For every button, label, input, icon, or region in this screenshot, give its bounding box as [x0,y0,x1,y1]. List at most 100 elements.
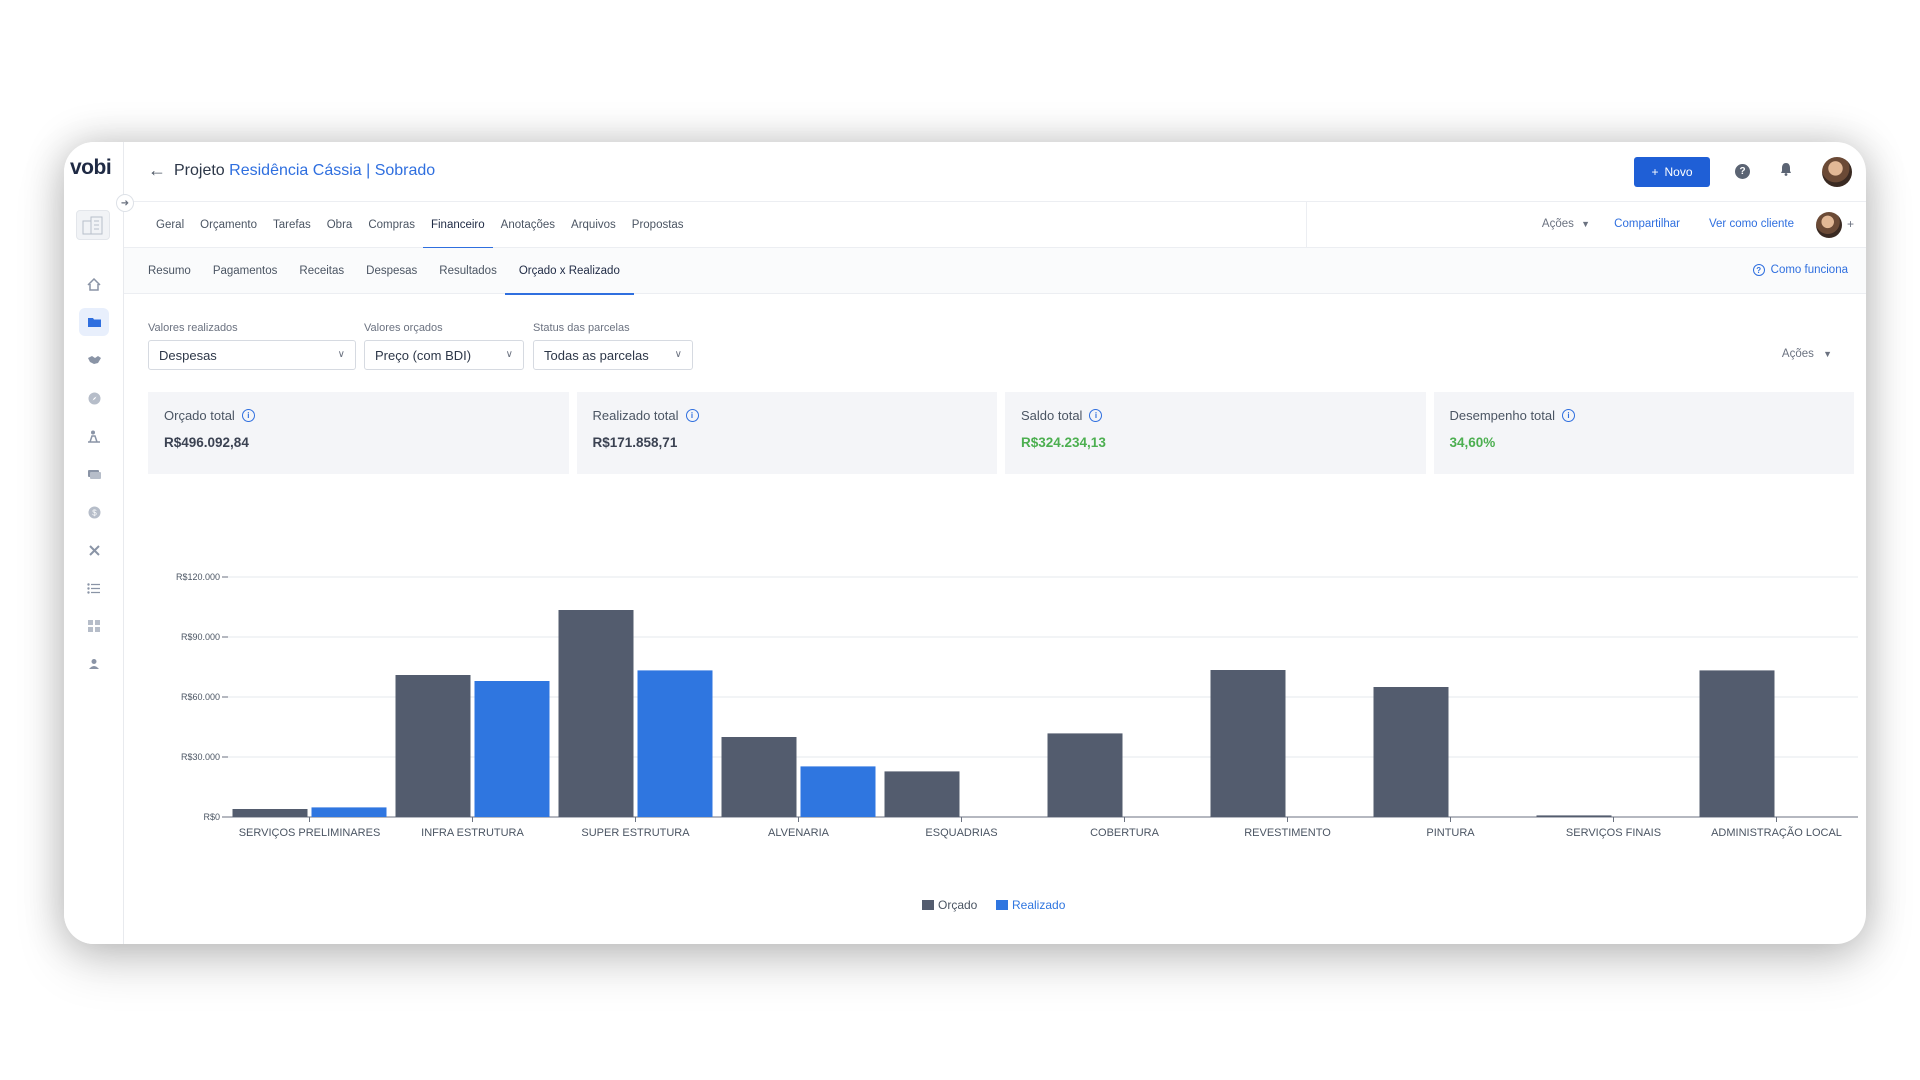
grid-icon[interactable] [79,612,109,640]
tab-orcamento[interactable]: Orçamento [200,219,258,231]
info-icon[interactable]: i [685,409,699,422]
bar-orcado [1536,815,1612,817]
project-name-link[interactable]: Residência Cássia | Sobrado [229,162,436,179]
status-select[interactable]: Todas as parcelas ∨ [533,340,693,370]
new-button-label: Novo [1664,165,1693,179]
subtab-pagamentos[interactable]: Pagamentos [212,265,278,277]
subtab-resultados[interactable]: Resultados [439,265,497,277]
tab-geral[interactable]: Geral [156,219,185,231]
bar-orcado [558,610,634,817]
summary-card-title: Realizado total [592,408,679,423]
bar-orcado [1210,670,1286,817]
tab-tarefas[interactable]: Tarefas [273,219,311,231]
x-tick-label: SERVIÇOS PRELIMINARES [239,827,381,839]
project-thumbnail[interactable] [76,210,110,240]
actions-dropdown[interactable]: Ações ▼ [1542,218,1590,230]
filter-status-label: Status das parcelas [533,322,630,334]
handshake-icon[interactable] [79,346,109,374]
bar-chart: R$0 R$30.000 R$60.000 R$90.000 R$120.000 SERV… [176,572,1858,912]
user-avatar[interactable] [1822,157,1852,187]
status-select-value: Todas as parcelas [544,347,649,363]
x-tick-label: SERVIÇOS FINAIS [1566,827,1661,839]
building-icon [82,216,103,235]
x-tick-label: COBERTURA [1090,827,1160,839]
bar-realizado [800,766,876,817]
client-avatar[interactable] [1816,212,1842,238]
main-tabs: Geral Orçamento Tarefas Obra Compras Financei… [148,202,692,249]
summary-card-value: 34,60% [1449,435,1496,450]
new-button[interactable]: + Novo [1634,157,1710,187]
summary-card-title: Orçado total [164,408,235,423]
tab-anotacoes[interactable]: Anotações [500,219,556,231]
bar-orcado [395,675,471,817]
info-icon[interactable]: i [1089,409,1103,422]
coin-icon[interactable]: $ [79,498,109,526]
legend-label: Realizado [1012,898,1066,912]
tab-arquivos[interactable]: Arquivos [571,219,616,231]
summary-card-label: Realizado total i [593,408,982,423]
info-icon[interactable]: i [241,409,255,422]
compass-icon[interactable] [79,384,109,412]
sidebar-nav: $ [64,270,124,688]
tab-propostas[interactable]: Propostas [631,219,684,231]
bar-orcado [1373,687,1449,817]
chart-actions-label: Ações [1781,348,1814,360]
legend-label: Orçado [938,898,978,912]
chevron-down-icon: ∨ [505,349,513,360]
help-icon[interactable]: ? [1735,164,1750,179]
subtab-receitas[interactable]: Receitas [299,265,345,277]
bar-orcado [232,809,308,817]
x-tick-label: ESQUADRIAS [925,827,997,839]
money-stack-icon[interactable] [79,460,109,488]
team-icon[interactable] [79,650,109,678]
folder-icon[interactable] [79,308,109,336]
subtab-despesas[interactable]: Despesas [366,265,418,277]
realizados-select-value: Despesas [159,347,217,363]
bar-realizado [311,807,387,817]
worker-icon[interactable] [79,422,109,450]
bar-orcado [1699,670,1775,817]
bar-realizado [637,670,713,817]
subtab-resumo[interactable]: Resumo [148,265,191,277]
y-tick-label: R$120.000 [176,572,220,582]
tab-obra[interactable]: Obra [326,219,353,231]
summary-card-label: Saldo total i [1021,408,1410,423]
bell-icon[interactable] [1780,162,1792,179]
info-icon[interactable]: i [1562,409,1576,422]
x-tick-label: INFRA ESTRUTURA [421,827,524,839]
legend-swatch [996,900,1008,910]
page-title: Projeto Residência Cássia | Sobrado [174,162,435,180]
sidebar: vobi ➜ [64,142,134,944]
filter-realizados: Valores realizados Despesas ∨ [148,322,356,370]
orcados-select[interactable]: Preço (com BDI) ∨ [364,340,524,370]
orcados-select-value: Preço (com BDI) [375,347,472,363]
summary-card-label: Desempenho total i [1450,408,1839,423]
how-it-works-link[interactable]: ? Como funciona [1752,264,1848,276]
summary-card: Desempenho total i 34,60% [1433,392,1854,474]
caret-down-icon: ▼ [1823,349,1832,359]
filter-realizados-label: Valores realizados [148,322,238,334]
view-as-client-link[interactable]: Ver como cliente [1708,218,1794,230]
y-tick-label: R$30.000 [181,752,220,762]
sidebar-toggle-icon[interactable]: ➜ [116,194,134,212]
subtab-orcado-x-realizado[interactable]: Orçado x Realizado [504,248,634,295]
tab-compras[interactable]: Compras [368,219,415,231]
tab-financeiro[interactable]: Financeiro [422,202,493,249]
add-person-icon[interactable]: + [1846,217,1854,231]
caret-down-icon: ▼ [1581,219,1590,229]
filter-orcados-label: Valores orçados [364,322,443,334]
summary-card-value: R$171.858,71 [592,435,678,450]
list-icon[interactable] [79,574,109,602]
back-arrow-icon[interactable]: ← [148,160,166,180]
share-link[interactable]: Compartilhar [1614,218,1680,230]
home-icon[interactable] [79,270,109,298]
realizados-select[interactable]: Despesas ∨ [148,340,356,370]
actions-dropdown-label: Ações [1541,218,1574,230]
summary-cards: Orçado total i R$496.092,84 Realizado total… [148,392,1854,474]
page-title-prefix: Projeto [174,162,225,179]
app-logo[interactable]: vobi [70,156,112,179]
chart-actions-dropdown[interactable]: Ações ▼ [1782,348,1832,360]
x-tick-label: SUPER ESTRUTURA [581,827,690,839]
x-tick-label: REVESTIMENTO [1244,827,1331,839]
tools-icon[interactable] [79,536,109,564]
